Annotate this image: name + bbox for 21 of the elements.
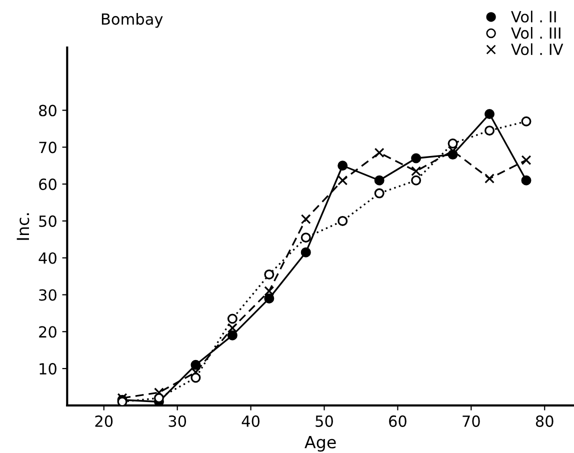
x-tick-label: 60 [389,415,406,427]
x-axis-title: Age [304,436,336,452]
x-tick-label: 50 [316,415,333,427]
y-tick-label: 30 [39,289,56,301]
legend-label: Vol . II [511,10,556,23]
x-tick-label: 40 [242,415,260,427]
y-tick-label: 70 [39,142,56,154]
x-tick-label: 70 [462,415,480,427]
x-tick-label: 80 [536,415,554,427]
y-axis-title: Inc. [16,213,30,240]
y-tick-label: 20 [39,326,56,338]
x-tick-label: 30 [168,415,186,427]
legend-label: Vol . IV [511,43,564,56]
y-tick-label: 10 [40,363,56,375]
y-tick-label: 40 [38,252,56,264]
legend-label: Vol . III [511,27,560,39]
y-tick-label: 50 [39,215,56,227]
y-tick-label: 80 [39,104,56,116]
x-tick-label: 20 [95,415,113,427]
chart-title: Bombay [102,12,163,28]
y-tick-label: 60 [39,178,56,190]
